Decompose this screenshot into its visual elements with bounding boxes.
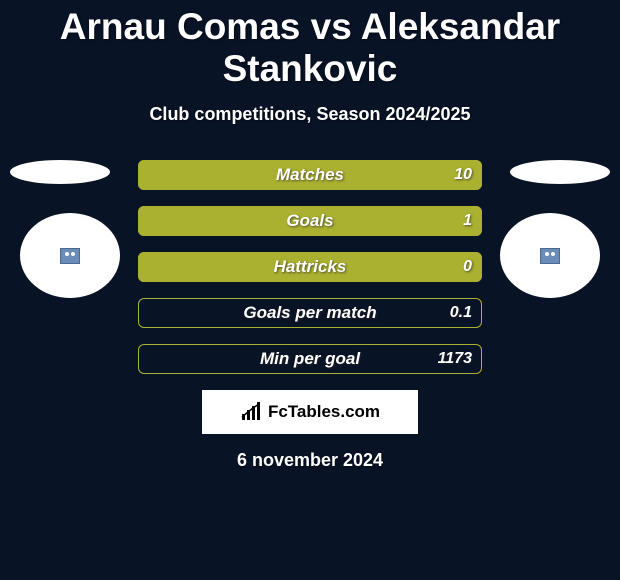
stat-label: Hattricks bbox=[274, 257, 347, 277]
avatar-right bbox=[500, 213, 600, 298]
flag-right bbox=[510, 160, 610, 184]
stat-bars: Matches 10 Goals 1 Hattricks 0 Goals per… bbox=[138, 160, 482, 374]
stat-label: Goals bbox=[286, 211, 333, 231]
logo-text: FcTables.com bbox=[268, 402, 380, 422]
page-subtitle: Club competitions, Season 2024/2025 bbox=[0, 104, 620, 125]
avatar-right-placeholder-icon bbox=[540, 248, 560, 264]
stat-row-goals: Goals 1 bbox=[138, 206, 482, 236]
stat-val-right: 1 bbox=[463, 212, 472, 230]
logo-box: FcTables.com bbox=[202, 390, 418, 434]
avatar-left bbox=[20, 213, 120, 298]
avatar-left-placeholder-icon bbox=[60, 248, 80, 264]
stat-row-goals-per-match: Goals per match 0.1 bbox=[138, 298, 482, 328]
stat-label: Matches bbox=[276, 165, 344, 185]
date-text: 6 november 2024 bbox=[0, 450, 620, 471]
flag-left bbox=[10, 160, 110, 184]
stat-row-hattricks: Hattricks 0 bbox=[138, 252, 482, 282]
stat-val-right: 0 bbox=[463, 258, 472, 276]
stat-val-right: 1173 bbox=[438, 350, 472, 368]
stat-row-min-per-goal: Min per goal 1173 bbox=[138, 344, 482, 374]
stat-val-right: 10 bbox=[454, 166, 472, 184]
stat-label: Goals per match bbox=[243, 303, 376, 323]
stat-val-right: 0.1 bbox=[450, 304, 472, 322]
stat-label: Min per goal bbox=[260, 349, 360, 369]
logo-chart-icon bbox=[240, 402, 264, 422]
page-title: Arnau Comas vs Aleksandar Stankovic bbox=[0, 0, 620, 90]
stats-area: Matches 10 Goals 1 Hattricks 0 Goals per… bbox=[0, 160, 620, 471]
stat-row-matches: Matches 10 bbox=[138, 160, 482, 190]
